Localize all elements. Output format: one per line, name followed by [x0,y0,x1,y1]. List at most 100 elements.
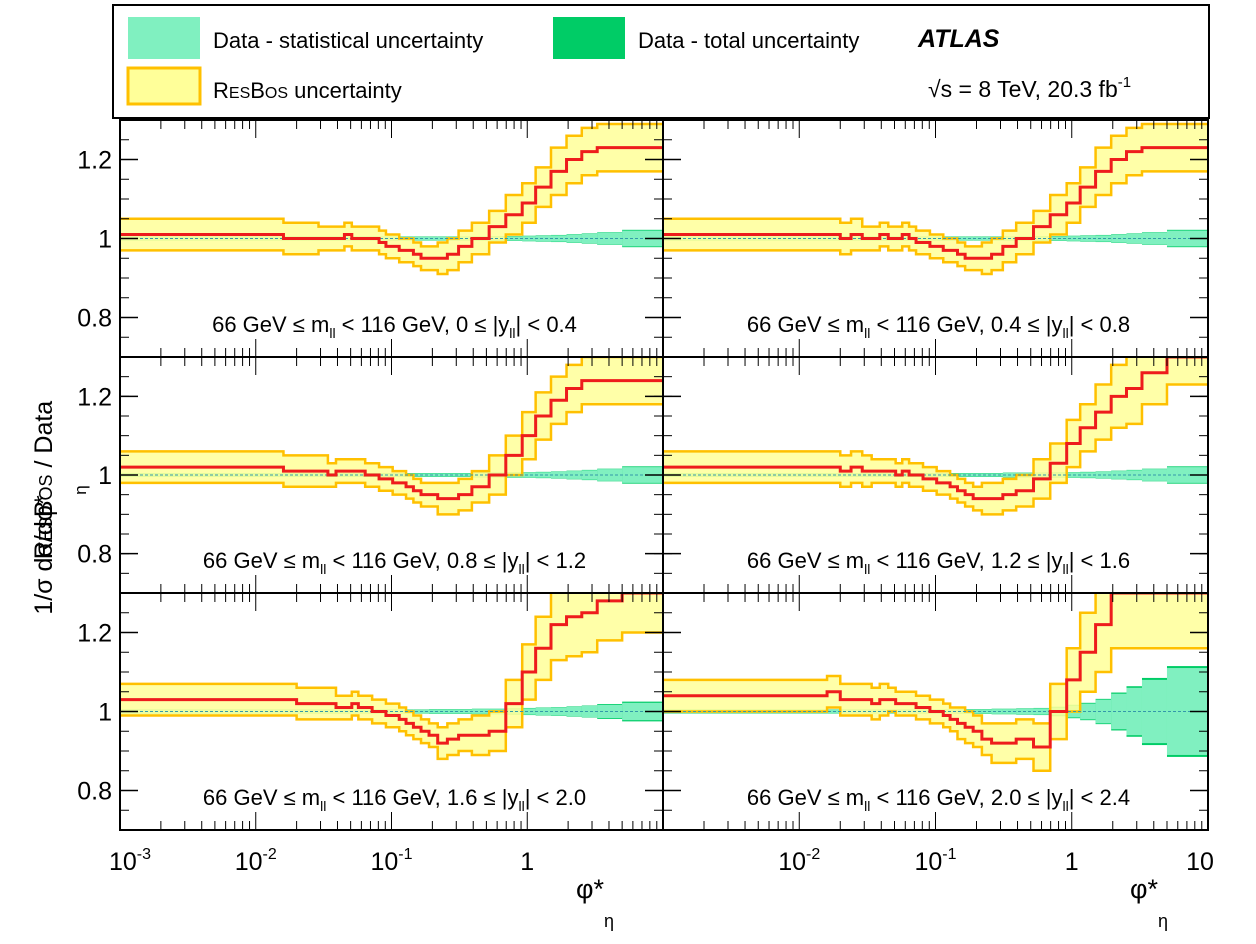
data-stat-band-bin [522,472,536,478]
data-stat-band-bin [973,236,982,241]
x-tick-label: 10-1 [914,846,956,876]
data-stat-band-bin [505,236,523,241]
x-tick-label-exp: -3 [137,846,151,863]
panel-label-subscript: ll [864,561,870,577]
resbos-band [663,123,1208,275]
resbos-band-upper-edge [120,357,663,485]
resbos-ratio-line [120,146,663,260]
legend-swatch-total [553,17,625,59]
x-tick-label-base: 1 [1065,848,1079,876]
data-stat-band-bin [550,471,567,479]
resbos-band-upper-edge [663,593,1097,725]
x-tick-label-base: 1 [520,848,534,876]
y-tick-label: 0.8 [77,305,112,333]
panel-label-text: < 116 GeV, 0.8 ≤ |y [326,548,518,573]
data-stat-band-bin [597,704,623,719]
panel-label-text: < 116 GeV, 0 ≤ |y [336,312,510,337]
x-tick-label-exp: -2 [263,846,277,863]
y-tick-label: 0.8 [77,778,112,806]
data-stat-band-bin [973,473,982,477]
panel-label: 66 GeV ≤ mll < 116 GeV, 0.4 ≤ |yll| < 0.… [747,312,1130,341]
y-tick-label: 1 [98,699,112,727]
resbos-ratio-line [663,146,1208,260]
panel-label-subscript: ll [518,798,524,814]
legend-label-resbos: RESBOS uncertainty [213,78,402,103]
panel-label-subscript: ll [1062,561,1068,577]
panel-label: 66 GeV ≤ mll < 116 GeV, 0 ≤ |yll| < 0.4 [212,312,577,341]
x-tick-label-base: 10 [235,848,263,876]
panel-6: 66 GeV ≤ mll < 116 GeV, 2.0 ≤ |yll| < 2.… [662,592,1209,831]
panel-label-text: 66 GeV ≤ m [203,548,320,573]
panel-label-subscript: ll [329,325,335,341]
x-tick-label-base: 10 [914,848,942,876]
data-stat-band-bin [535,707,551,716]
x-axis-label-right-sub: η [1158,911,1168,931]
panel-label-text: | < 1.2 [525,548,586,573]
y-tick-label: 1.2 [77,383,112,411]
x-tick-label: 10-2 [235,846,277,876]
data-stat-band-bin [1166,467,1208,483]
panel-label-text: 66 GeV ≤ m [747,785,864,810]
legend-resbos-os: OS [265,85,288,102]
ylabel-suffix: / Data [30,401,58,475]
data-stat-band-bin [550,707,567,716]
data-stat-band-bin [581,470,598,480]
panel-label-text: | < 2.0 [525,785,586,810]
resbos-band-lower-edge [663,383,1208,516]
resbos-band [120,593,663,759]
resbos-ratio-line [120,379,663,501]
legend-swatch-stat [128,17,200,59]
x-tick-label: 10 [1186,848,1214,876]
y-tick-label: 1 [98,462,112,490]
data-stat-band-bin [981,709,992,714]
x-tick-label: 10-2 [778,846,820,876]
y-axis-label-2: 1/σ dσ/dφ* [30,495,58,615]
panel-label-text: 66 GeV ≤ m [747,312,864,337]
y-axis-label: RESBOS / Data [30,401,58,560]
legend-energy-text: = 8 TeV, 20.3 fb [952,76,1118,102]
data-stat-band-bin [535,472,551,478]
panels: 0.811.266 GeV ≤ mll < 116 GeV, 0 ≤ |yll|… [77,119,1214,876]
x-axis-label-left-main: φ* [576,874,605,904]
x-tick-label-base: 10 [370,848,398,876]
x-tick-label-base: 10 [778,848,806,876]
data-stat-band-bin [429,473,438,477]
panel-label-text: < 116 GeV, 0.4 ≤ |y [870,312,1062,337]
panel-label-subscript: ll [864,325,870,341]
data-stat-band-bin [981,236,992,241]
y-axis-label-line1: RESBOS / Data [30,401,58,560]
x-tick-label: 1 [1065,848,1079,876]
panel-label-text: | < 2.4 [1069,785,1130,810]
data-stat-band-bin [429,236,438,241]
data-stat-band-bin [522,708,536,715]
panel-label-text: 66 GeV ≤ m [212,312,329,337]
resbos-band-lower-edge [120,170,663,276]
panel-5: 0.811.266 GeV ≤ mll < 116 GeV, 1.6 ≤ |yl… [77,592,664,831]
data-stat-band-bin [581,233,598,244]
panel-label: 66 GeV ≤ mll < 116 GeV, 0.8 ≤ |yll| < 1.… [203,548,586,577]
data-stat-band-bin [991,473,1003,477]
x-tick-label-exp: -2 [806,846,820,863]
x-tick-label-exp: -1 [942,846,956,863]
x-tick-label-base: 10 [109,848,137,876]
panel-label: 66 GeV ≤ mll < 116 GeV, 1.2 ≤ |yll| < 1.… [747,548,1130,577]
data-stat-band-bin [566,706,582,717]
legend: Data - statistical uncertainty Data - to… [112,4,1210,119]
resbos-ratio-line [663,357,1208,501]
panel-1: 0.8 1 1.2 66 GeV ≤ mll < 116 GeV, 0 ≤ |yll|… [77,119,664,358]
y-tick-label: 1.2 [77,147,112,175]
legend-resbos-es: ES [229,85,250,102]
data-stat-band-bin [566,471,582,479]
panel-label-text: < 116 GeV, 1.2 ≤ |y [870,548,1062,573]
ylabel-r: R [30,541,58,559]
legend-experiment: ATLAS [917,25,1000,53]
panel-label-subscript: ll [320,561,326,577]
resbos-band-lower-edge [120,402,663,516]
legend-resbos-suffix: uncertainty [288,78,402,103]
data-stat-band-bin [522,236,536,241]
data-stat-band-bin [597,232,623,245]
panel-plot-area [663,357,1208,516]
panel-label-subscript: ll [1062,798,1068,814]
y-tick-label: 1 [98,226,112,254]
